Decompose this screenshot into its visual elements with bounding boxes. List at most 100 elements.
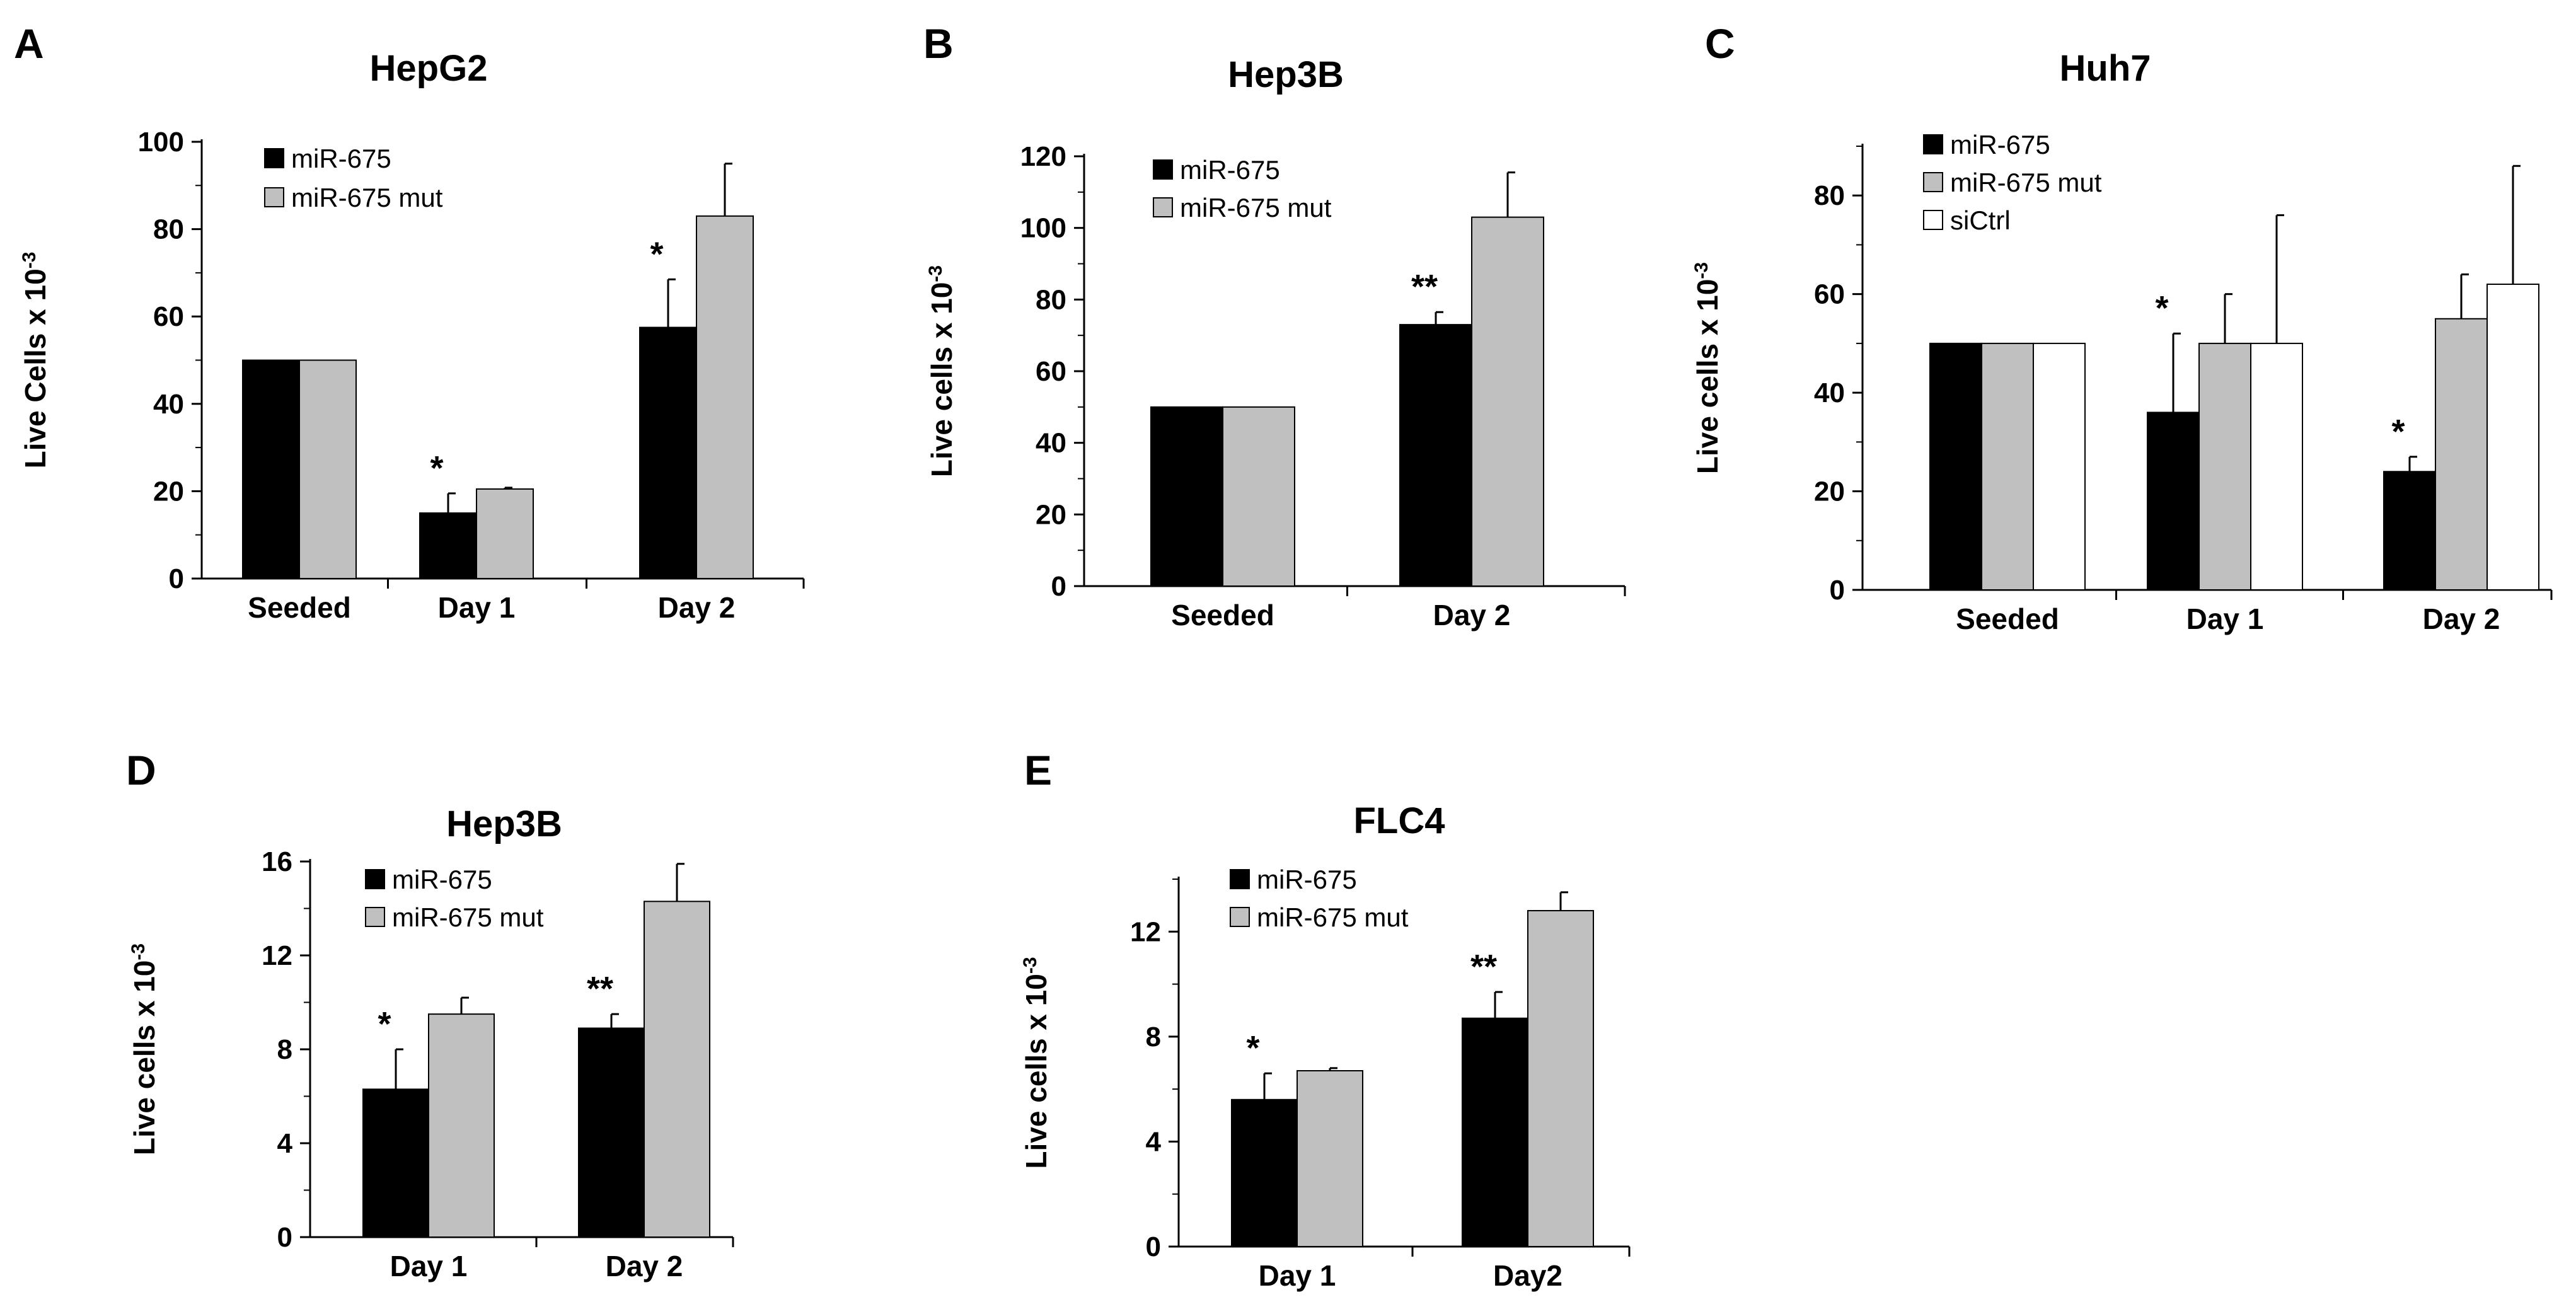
y-tick-label: 100 [1020,213,1066,244]
bar-mir-675-mut [696,215,754,579]
bar-sictrl [2486,284,2539,591]
y-axis-label-main: Live cells x 10 [1691,279,1724,474]
legend-label: miR-675 mut [1180,193,1332,222]
bar-mir-675 [242,359,300,579]
panel-letter: B [923,20,954,67]
y-axis-label-main: Live Cells x 10 [19,268,52,468]
y-tick-label: 4 [1146,1126,1162,1157]
x-tick-label: Day 1 [438,591,516,624]
bar-mir-675-mut [1981,342,2034,591]
bar-mir-675 [1399,324,1472,587]
bar-mir-675 [2383,471,2436,591]
y-tick-label: 0 [1830,575,1845,606]
x-tick-label: Day 1 [1259,1259,1336,1292]
chart-title: FLC4 [1354,800,1445,841]
significance-marker: ** [1411,268,1438,306]
bar-sictrl [2033,342,2086,591]
legend-label: miR-675 mut [392,902,544,932]
x-tick-label: Day 2 [2423,602,2500,635]
chart-title: Huh7 [2060,48,2151,89]
bar-mir-675 [362,1088,429,1238]
significance-marker: * [430,449,443,487]
y-tick-label: 0 [277,1222,292,1253]
y-tick-label: 80 [153,214,184,245]
y-tick-label: 16 [262,846,292,877]
x-tick-label: Day 1 [390,1250,468,1282]
legend-swatch [1923,134,1943,154]
chart-title: Hep3B [446,804,562,844]
y-tick-label: 40 [1814,377,1845,408]
significance-marker: * [650,235,663,273]
legend-swatch [365,869,385,889]
y-tick-label: 60 [1814,279,1845,310]
y-tick-label: 80 [1036,284,1066,315]
y-axis-label-sup: -3 [1020,957,1041,974]
bar-mir-675 [578,1027,645,1238]
x-tick-label: Seeded [1171,599,1274,631]
y-axis-label-main: Live cells x 10 [925,282,958,477]
y-axis-label-main: Live cells x 10 [128,960,161,1155]
y-tick-label: 40 [1036,428,1066,459]
x-tick-label: Day 2 [1433,599,1511,631]
panel-e: E FLC4 0 4 8 12 Live cells x 10-3 * Day 1 ** Day2 m… [1020,747,1631,1292]
legend-label: siCtrl [1950,205,2011,235]
y-tick-label: 20 [1036,499,1066,530]
bar-mir-675-mut [1297,1069,1363,1247]
significance-marker: ** [1470,948,1497,986]
panel-letter: C [1705,20,1735,67]
legend-label: miR-675 [1180,155,1280,185]
legend-label: miR-675 mut [1950,168,2102,197]
bar-mir-675-mut [644,901,710,1238]
legend-swatch [1923,172,1943,192]
legend-swatch [1153,197,1173,217]
y-tick-label: 120 [1020,141,1066,172]
y-axis-label: Live cells x 10-3 [1020,957,1053,1168]
legend-label: miR-675 [392,865,492,894]
panel-letter: A [14,20,44,67]
y-tick-label: 60 [1036,356,1066,387]
bar-mir-675-mut [1527,909,1594,1247]
legend-swatch [365,907,385,927]
bar-mir-675 [1929,342,1982,591]
y-axis-label-sup: -3 [925,265,946,282]
legend-label: miR-675 mut [1257,902,1409,932]
panel-letter: D [126,747,156,793]
panel-d: D Hep3B 0 4 8 12 16 Live cells x 10-3 * Day 1 ** Da… [126,747,734,1282]
bar-mir-675 [1231,1098,1298,1248]
y-tick-label: 80 [1814,180,1845,211]
panel-letter: E [1024,747,1052,793]
legend-label: miR-675 mut [291,183,443,212]
y-tick-label: 8 [1146,1022,1161,1052]
bar-mir-675-mut [428,1013,495,1238]
significance-marker: * [1246,1029,1259,1067]
panel-c: C Huh7 0 20 40 60 80 Live cells x 10-3 Seeded * Da… [1691,20,2553,635]
x-tick-label: Day 1 [2186,602,2264,635]
panel-b: B Hep3B 0 20 40 60 80 100 120 Live cells x 10-3 Se… [923,20,1626,631]
y-tick-label: 60 [153,301,184,332]
chart-title: Hep3B [1228,54,1344,95]
legend-swatch [1923,210,1943,230]
significance-marker: * [378,1005,391,1043]
bar-mir-675 [1150,406,1223,587]
significance-marker: ** [587,970,613,1008]
y-tick-label: 4 [277,1128,293,1159]
significance-marker: * [2155,289,2168,327]
y-axis-label: Live cells x 10-3 [925,265,958,477]
bar-sictrl [2250,342,2303,591]
x-tick-label: Day 2 [658,591,736,624]
x-tick-label: Day2 [1493,1259,1562,1292]
y-tick-label: 8 [277,1034,292,1065]
bar-mir-675 [639,326,697,580]
x-tick-label: Seeded [248,591,351,624]
y-tick-label: 100 [138,127,184,158]
legend-swatch [1230,907,1250,927]
legend-swatch [1153,159,1173,180]
legend-swatch [264,148,284,168]
x-tick-label: Day 2 [606,1250,683,1282]
y-tick-label: 0 [1051,571,1066,602]
bar-mir-675 [419,512,477,579]
y-axis-label: Live cells x 10-3 [128,943,161,1155]
y-tick-label: 40 [153,389,184,420]
y-axis-label: Live cells x 10-3 [1691,262,1724,474]
